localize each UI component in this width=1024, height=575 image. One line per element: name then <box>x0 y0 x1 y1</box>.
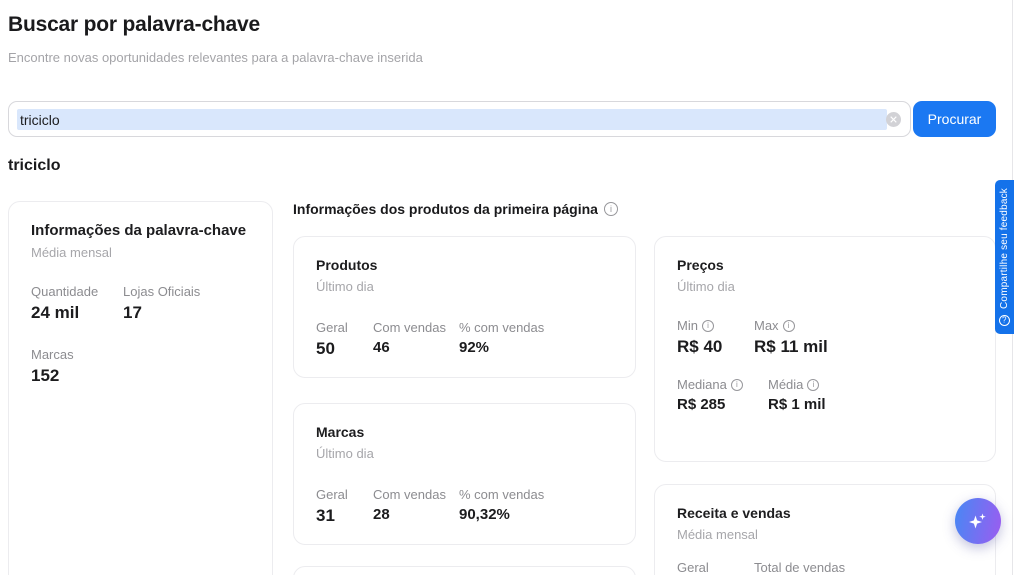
next-card-partial <box>293 566 636 575</box>
page-title: Buscar por palavra-chave <box>8 13 260 36</box>
stat-pct-com-vendas: % com vendas 92% <box>459 320 544 359</box>
x-icon <box>890 116 897 123</box>
products-section-title: Informações dos produtos da primeira pág… <box>293 201 618 217</box>
info-icon[interactable]: i <box>730 378 743 391</box>
info-icon[interactable]: i <box>782 319 795 332</box>
stat-min: Min i R$ 40 <box>677 318 754 357</box>
keyword-heading: triciclo <box>8 157 61 174</box>
keyword-card-period: Média mensal <box>31 245 112 260</box>
produtos-card-title: Produtos <box>316 257 378 273</box>
stat-value: 46 <box>373 339 390 356</box>
stat-label: Total de vendas <box>754 560 846 575</box>
stat-label: % com vendas <box>459 487 545 502</box>
stat-pct-com-vendas: % com vendas 90,32% <box>459 487 544 526</box>
stat-total-de-vendas: Total de vendas <box>754 560 845 575</box>
stat-geral: Geral 31 <box>316 487 373 526</box>
stat-label: Mediana <box>677 377 727 392</box>
section-title-text: Informações dos produtos da primeira pág… <box>293 201 598 217</box>
sparkles-icon <box>969 513 986 529</box>
receita-vendas-card: Receita e vendas Média mensal Geral Tota… <box>654 484 996 575</box>
stat-value: 50 <box>316 339 335 358</box>
question-mark-icon: ? <box>999 314 1010 326</box>
precos-card: Preços Último dia Min i R$ 40 Max i R$ 1… <box>654 236 996 462</box>
produtos-card-period: Último dia <box>316 279 374 294</box>
info-icon[interactable]: i <box>807 378 820 391</box>
marcas-card-period: Último dia <box>316 446 374 461</box>
marcas-card: Marcas Último dia Geral 31 Com vendas 28… <box>293 403 636 545</box>
stat-value: 90,32% <box>459 506 510 523</box>
stat-marcas: Marcas 152 <box>31 347 74 386</box>
stat-label: Com vendas <box>373 320 446 335</box>
stat-label: % com vendas <box>459 320 545 335</box>
receita-card-title: Receita e vendas <box>677 505 791 521</box>
stat-value: R$ 285 <box>677 396 726 413</box>
keyword-search-input[interactable]: triciclo <box>8 101 911 137</box>
stat-geral: Geral 50 <box>316 320 373 359</box>
stat-value: R$ 1 mil <box>768 396 826 413</box>
stat-label: Marcas <box>31 347 74 362</box>
stat-value: 24 mil <box>31 303 80 322</box>
stat-max: Max i R$ 11 mil <box>754 318 828 357</box>
info-icon[interactable]: i <box>701 319 714 332</box>
stat-com-vendas: Com vendas 46 <box>373 320 459 359</box>
keyword-card-title: Informações da palavra-chave <box>31 222 247 239</box>
stat-quantidade: Quantidade 24 mil <box>31 284 123 323</box>
stat-label: Lojas Oficiais <box>123 284 201 299</box>
search-button[interactable]: Procurar <box>913 101 996 137</box>
stat-value: 92% <box>459 339 490 356</box>
stat-com-vendas: Com vendas 28 <box>373 487 459 526</box>
precos-card-title: Preços <box>677 257 724 273</box>
share-feedback-tab[interactable]: ? Compartilhe seu feedback <box>995 180 1014 334</box>
stat-label: Média <box>768 377 804 392</box>
info-icon[interactable]: i <box>603 202 618 216</box>
stat-label: Geral <box>316 320 348 335</box>
receita-card-period: Média mensal <box>677 527 758 542</box>
stat-value: 17 <box>123 303 142 322</box>
stat-mediana: Mediana i R$ 285 <box>677 377 768 413</box>
stat-value: 28 <box>373 506 390 523</box>
stat-label: Geral <box>677 560 709 575</box>
stat-lojas-oficiais: Lojas Oficiais 17 <box>123 284 200 323</box>
stat-value: R$ 11 mil <box>754 337 828 356</box>
stat-geral: Geral <box>677 560 754 575</box>
ai-assistant-fab[interactable] <box>955 498 1001 544</box>
marcas-card-title: Marcas <box>316 424 365 440</box>
precos-card-period: Último dia <box>677 279 735 294</box>
stat-value: 152 <box>31 366 60 385</box>
page-subtitle: Encontre novas oportunidades relevantes … <box>8 50 423 65</box>
stat-label: Quantidade <box>31 284 99 299</box>
keyword-info-card: Informações da palavra-chave Média mensa… <box>8 201 273 575</box>
search-input-value: triciclo <box>17 109 887 130</box>
stat-value: R$ 40 <box>677 337 723 356</box>
stat-label: Max <box>754 318 779 333</box>
clear-input-icon[interactable] <box>886 112 901 127</box>
feedback-tab-label: Compartilhe seu feedback <box>999 188 1010 309</box>
stat-value: 31 <box>316 506 335 525</box>
stat-label: Geral <box>316 487 348 502</box>
produtos-card: Produtos Último dia Geral 50 Com vendas … <box>293 236 636 378</box>
stat-label: Min <box>677 318 698 333</box>
stat-label: Com vendas <box>373 487 446 502</box>
stat-media: Média i R$ 1 mil <box>768 377 826 413</box>
